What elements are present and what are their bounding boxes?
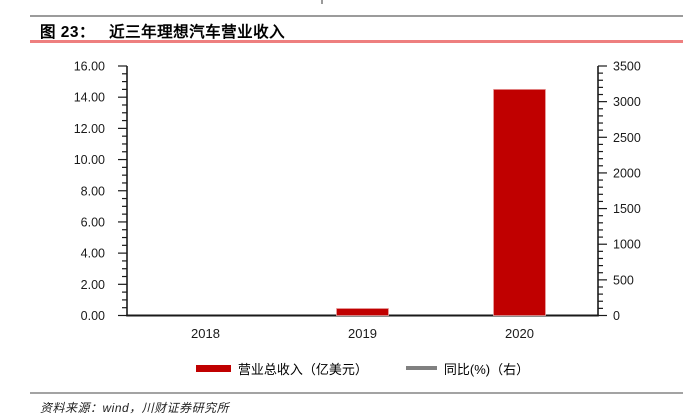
y-left-tick-label: 10.00 (74, 153, 105, 167)
legend-item-yoy: 同比(%)（右） (405, 359, 530, 378)
legend-label-yoy: 同比(%)（右） (443, 361, 530, 377)
y-left-tick-label: 4.00 (81, 247, 105, 261)
figure-title-text: 近三年理想汽车营业收入 (109, 24, 286, 41)
y-left-tick-label: 8.00 (81, 184, 105, 198)
chart-legend: 营业总收入（亿美元） 同比(%)（右） (127, 359, 598, 377)
title-underline (30, 40, 683, 43)
legend-item-revenue: 营业总收入（亿美元） (195, 359, 368, 378)
bar-2020 (493, 88, 546, 316)
y-left-tick-label: 0.00 (81, 309, 105, 323)
figure-title: 图 23： 近三年理想汽车营业收入 (40, 20, 285, 42)
page-crop-artifact (321, 0, 323, 4)
legend-bar-swatch (195, 364, 231, 372)
top-divider-rule (30, 15, 683, 17)
bar-2019 (336, 308, 389, 316)
y-left-tick-label: 6.00 (81, 215, 105, 229)
y-right-tick-label: 0 (613, 309, 620, 323)
y-right-tick-label: 3500 (613, 60, 641, 74)
y-right-tick-label: 1000 (613, 238, 641, 252)
source-attribution: 资料来源：wind，川财证券研究所 (40, 401, 230, 415)
y-right-tick-label: 2500 (613, 131, 641, 145)
y-left-tick-label: 14.00 (74, 91, 105, 105)
y-left-tick-label: 16.00 (74, 60, 105, 74)
bottom-divider-rule (30, 392, 683, 394)
x-tick-label-2018: 2018 (191, 326, 220, 341)
y-left-tick-label: 12.00 (74, 122, 105, 136)
x-tick-label-2020: 2020 (505, 326, 534, 341)
y-right-tick-label: 2000 (613, 166, 641, 180)
legend-label-revenue: 营业总收入（亿美元） (237, 361, 368, 377)
y-right-tick-label: 500 (613, 273, 634, 287)
y-right-tick-label: 1500 (613, 202, 641, 216)
x-tick-label-2019: 2019 (348, 326, 377, 341)
y-right-tick-label: 3000 (613, 95, 641, 109)
figure-number-label: 图 23： (40, 24, 96, 41)
legend-line-swatch (405, 366, 437, 370)
y-left-tick-label: 2.00 (81, 278, 105, 292)
